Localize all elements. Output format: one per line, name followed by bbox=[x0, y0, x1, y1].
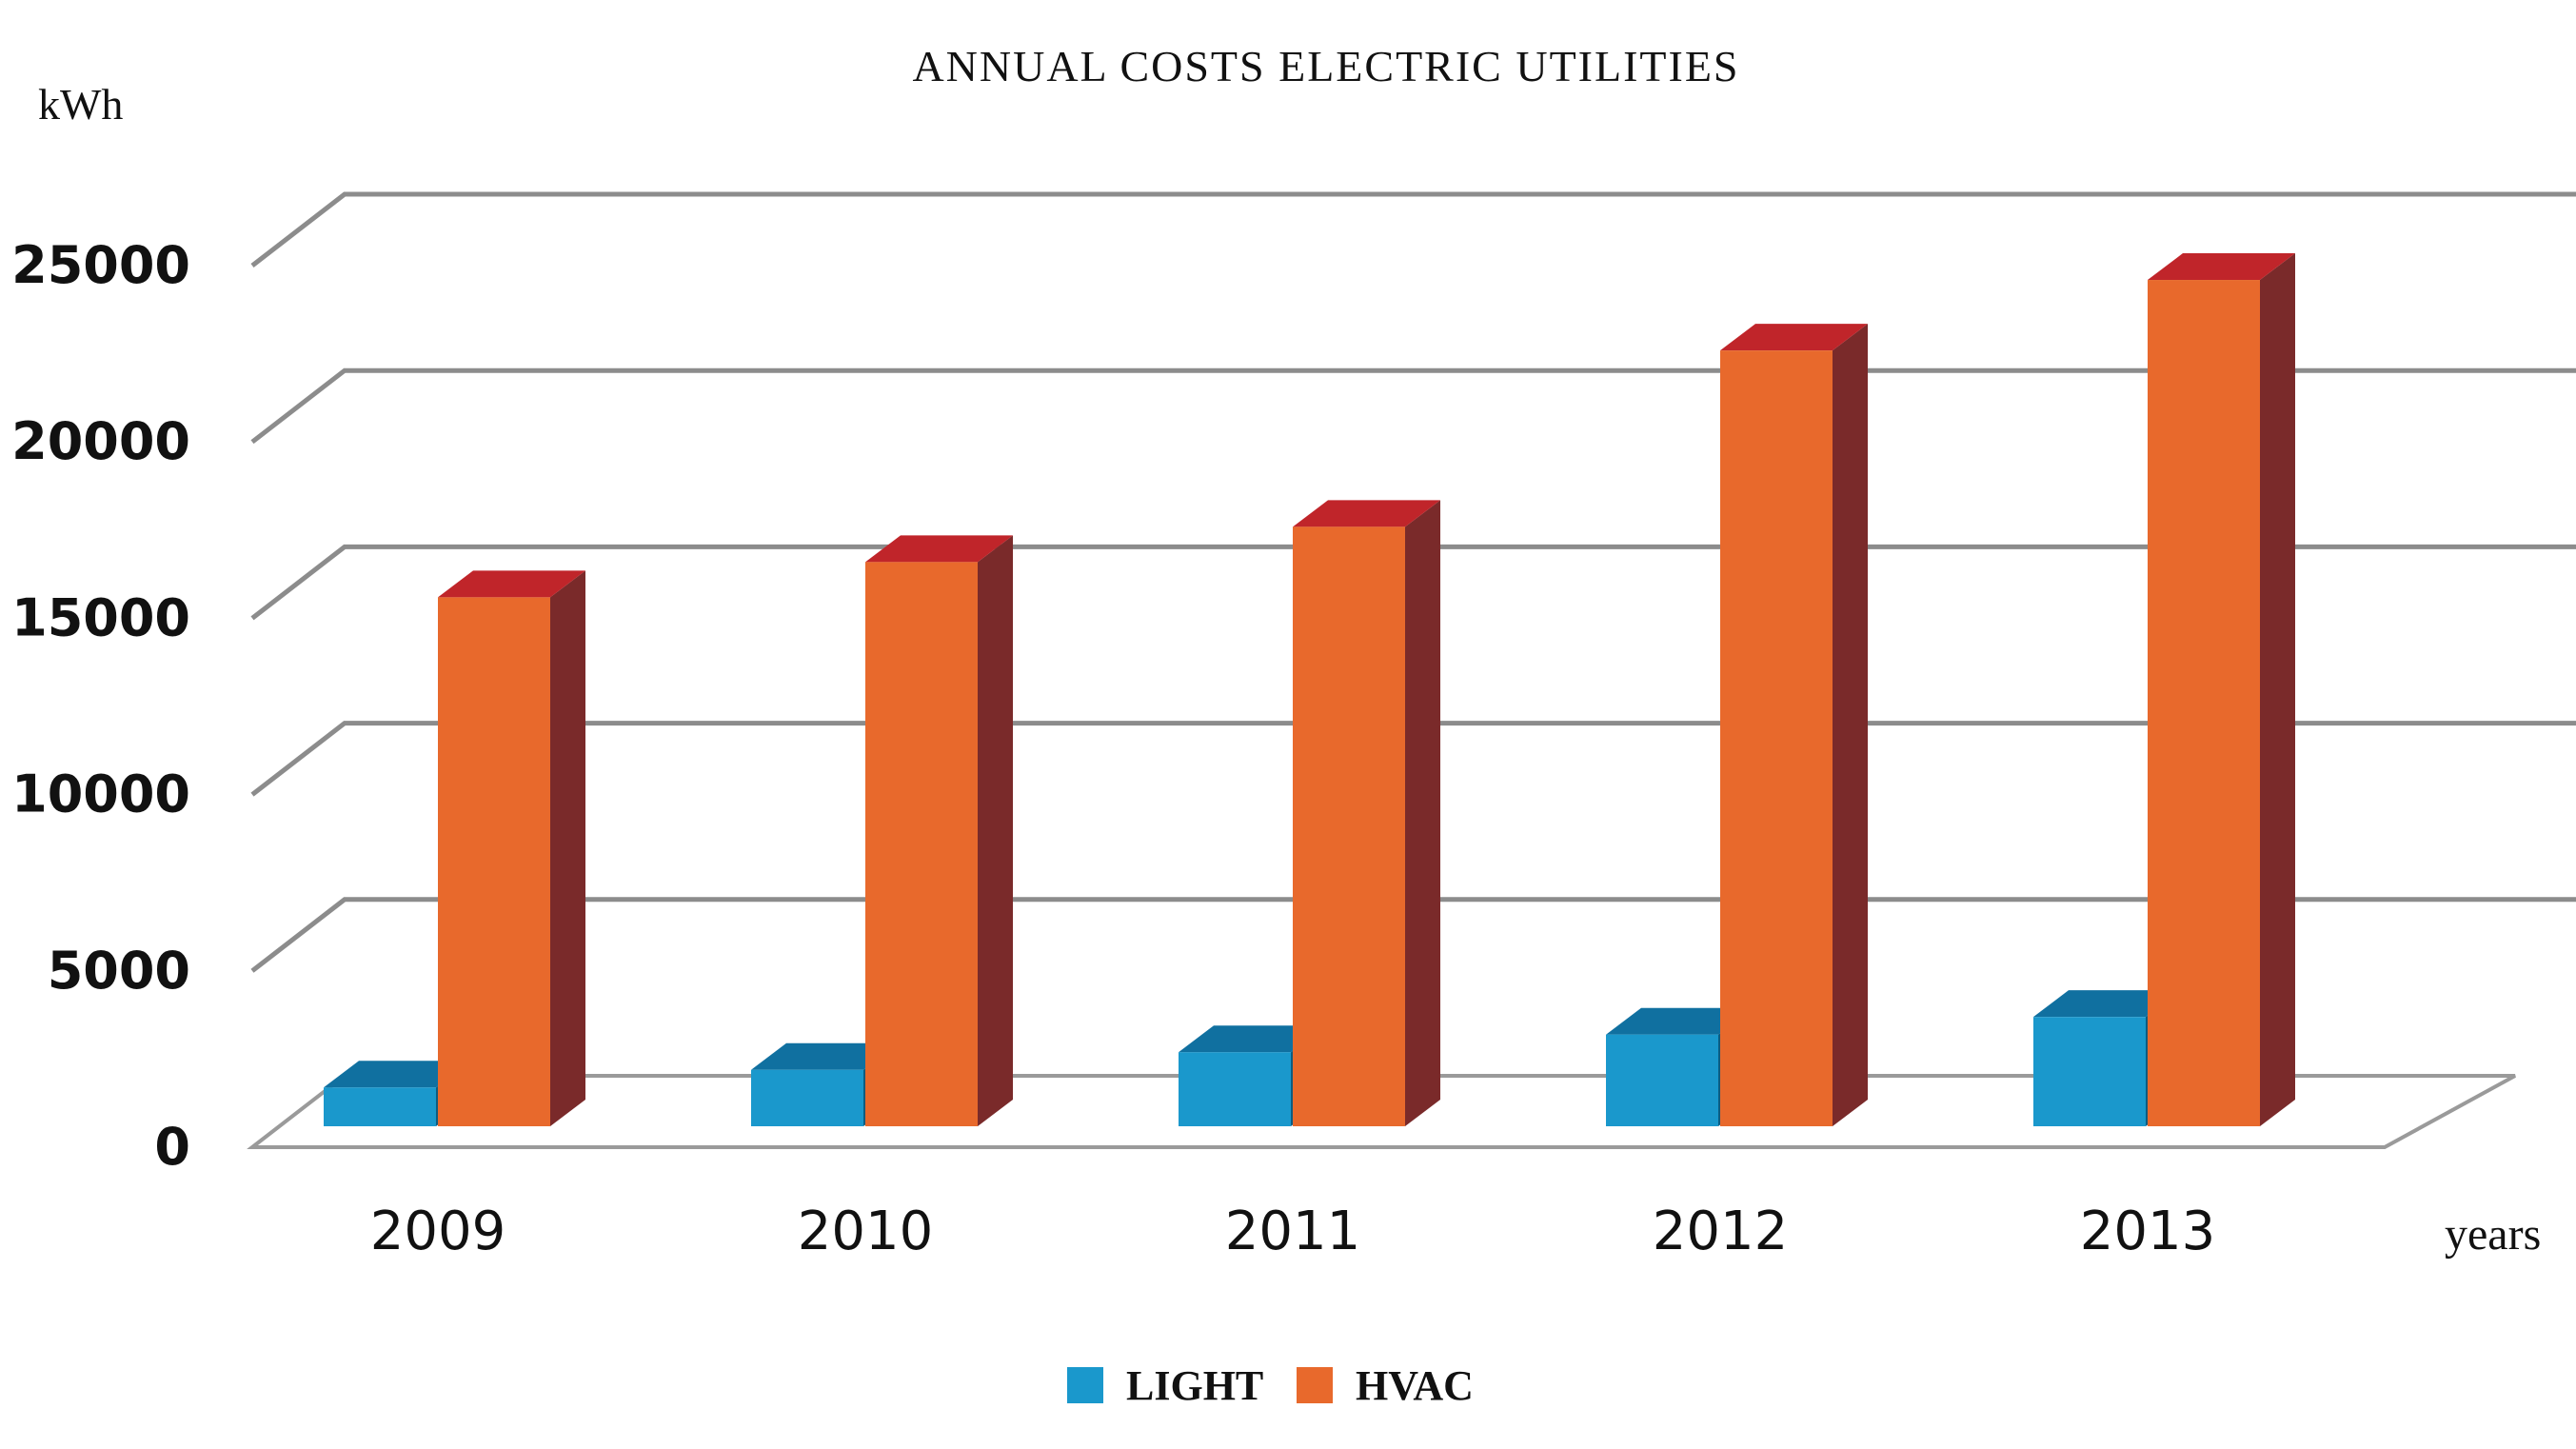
bar-top bbox=[1606, 1007, 1754, 1035]
bar-top bbox=[1179, 1025, 1326, 1053]
bar-front bbox=[1293, 526, 1405, 1126]
bar-front bbox=[1179, 1052, 1291, 1126]
bar-front bbox=[324, 1087, 436, 1126]
bar-top bbox=[1720, 324, 1868, 351]
x-tick-label: 2013 bbox=[2080, 1201, 2216, 1262]
y-axis-label: kWh bbox=[38, 80, 123, 129]
legend-swatch-hvac bbox=[1297, 1367, 1333, 1403]
bar-front bbox=[2033, 1017, 2146, 1126]
bar-top bbox=[865, 535, 1013, 563]
y-tick-label: 25000 bbox=[11, 235, 190, 295]
bar-front bbox=[438, 597, 550, 1126]
bar-top bbox=[2033, 990, 2181, 1018]
bar-side bbox=[1833, 324, 1868, 1126]
bar-hvac-2011 bbox=[1293, 500, 1440, 1126]
bar-hvac-2012 bbox=[1720, 324, 1868, 1126]
x-tick-labels: 2009 2010 2011 2012 2013 bbox=[370, 1201, 2216, 1262]
bar-side bbox=[1405, 500, 1440, 1126]
bar-front bbox=[1606, 1034, 1718, 1126]
legend: LIGHT HVAC bbox=[1067, 1362, 1474, 1409]
y-tick-labels: 0 5000 10000 15000 20000 25000 bbox=[11, 235, 190, 1177]
y-tick-label: 0 bbox=[154, 1117, 190, 1177]
bar-layer bbox=[324, 253, 2295, 1126]
bar-hvac-2013 bbox=[2148, 253, 2295, 1126]
legend-label-hvac: HVAC bbox=[1356, 1362, 1474, 1409]
bar-hvac-2009 bbox=[438, 570, 585, 1126]
x-tick-label: 2012 bbox=[1653, 1201, 1789, 1262]
y-tick-label: 20000 bbox=[11, 411, 190, 471]
bar-front bbox=[751, 1069, 863, 1126]
bar-front bbox=[865, 562, 978, 1126]
bar-top bbox=[751, 1042, 899, 1070]
bar-front bbox=[2148, 280, 2260, 1126]
x-tick-label: 2011 bbox=[1225, 1201, 1361, 1262]
x-axis-label: years bbox=[2445, 1209, 2541, 1260]
x-tick-label: 2010 bbox=[798, 1201, 934, 1262]
y-tick-label: 10000 bbox=[11, 764, 190, 824]
gridline bbox=[250, 191, 2576, 268]
bar-top bbox=[1293, 500, 1440, 527]
bar-side bbox=[2260, 253, 2295, 1126]
y-tick-label: 5000 bbox=[48, 941, 190, 1001]
bar-side bbox=[550, 570, 585, 1126]
bar-top bbox=[324, 1061, 471, 1088]
bar-top bbox=[2148, 253, 2295, 281]
y-tick-label: 15000 bbox=[11, 587, 190, 647]
chart-title: ANNUAL COSTS ELECTRIC UTILITIES bbox=[912, 42, 1739, 90]
bar-front bbox=[1720, 350, 1833, 1126]
bar-side bbox=[978, 535, 1013, 1126]
legend-swatch-light bbox=[1067, 1367, 1103, 1403]
bar-hvac-2010 bbox=[865, 535, 1013, 1126]
legend-label-light: LIGHT bbox=[1126, 1362, 1263, 1409]
x-tick-label: 2009 bbox=[370, 1201, 506, 1262]
bar-top bbox=[438, 570, 585, 598]
